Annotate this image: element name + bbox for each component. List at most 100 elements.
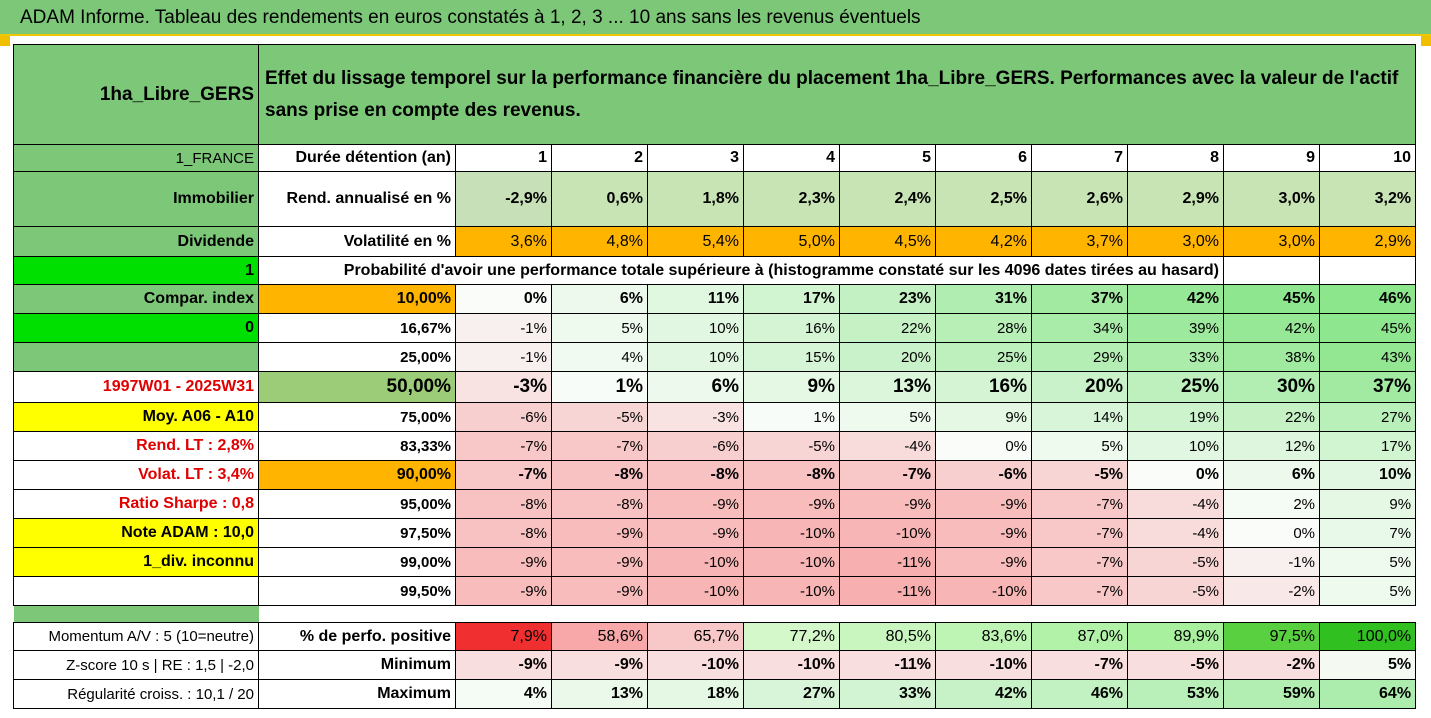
quantile-value: 38%	[1223, 342, 1320, 372]
compar-index-label: Compar. index	[13, 284, 259, 314]
quantile-value: 29%	[1031, 342, 1128, 372]
quantile-value: 12%	[1223, 431, 1320, 461]
min-value: -10%	[647, 650, 744, 680]
year-header: 1	[455, 144, 552, 172]
table-row: 1997W01 - 2025W31 50,00% -3% 1% 6% 9% 13% 16% 20…	[13, 371, 1417, 403]
quantile-value: -4%	[839, 431, 936, 461]
table-row: Ratio Sharpe : 0,8 95,00% -8% -8% -9% -9% -9% -…	[13, 489, 1417, 519]
table-row: Dividende Volatilité en % 3,6% 4,8% 5,4% 5,0%…	[13, 226, 1417, 257]
year-header: 9	[1223, 144, 1320, 172]
value-one: 1	[13, 256, 259, 285]
quantile-value: 20%	[839, 342, 936, 372]
quantile-value: -5%	[551, 402, 648, 432]
empty-cell	[1318, 256, 1417, 285]
dividend-label: Dividende	[13, 226, 259, 257]
table-row: Momentum A/V : 5 (10=neutre)% de perfo. …	[13, 622, 1417, 651]
quantile-value: -7%	[1031, 518, 1128, 548]
momentum-label: Momentum A/V : 5 (10=neutre)	[13, 622, 259, 651]
quantile-value: -1%	[455, 313, 552, 343]
min-value: -5%	[1127, 650, 1224, 680]
note-label: Note ADAM : 10,0	[13, 518, 259, 548]
max-value: 18%	[647, 679, 744, 709]
period-label: 1997W01 - 2025W31	[13, 371, 259, 403]
quantile-value: 0%	[1223, 518, 1320, 548]
empty-cell	[13, 576, 259, 606]
min-value: 5%	[1318, 650, 1417, 680]
year-header: 3	[647, 144, 744, 172]
quantile-value: -5%	[1127, 547, 1224, 577]
quantile-value: 30%	[1223, 371, 1320, 403]
quantile-value: -4%	[1127, 518, 1224, 548]
quantile-value: 31%	[935, 284, 1032, 314]
quantile-value: 43%	[1318, 342, 1417, 372]
year-header: 5	[839, 144, 936, 172]
quantile-value: 0%	[455, 284, 552, 314]
max-value: 33%	[839, 679, 936, 709]
quantile-value: 6%	[1223, 460, 1320, 490]
min-value: -10%	[935, 650, 1032, 680]
title-bar: ADAM Informe. Tableau des rendements en …	[0, 0, 1431, 36]
max-value: 27%	[743, 679, 840, 709]
rend-value: -2,9%	[455, 171, 552, 227]
table-row	[13, 605, 1416, 623]
quantile-value: 22%	[839, 313, 936, 343]
vol-value: 5,4%	[647, 226, 744, 257]
quantile-value: -6%	[935, 460, 1032, 490]
pos-value: 87,0%	[1031, 622, 1128, 651]
description: Effet du lissage temporel sur la perform…	[257, 44, 1417, 145]
quantile-value: 5%	[1318, 576, 1417, 606]
quantile-value: 2%	[1223, 489, 1320, 519]
quantile-value: -7%	[551, 431, 648, 461]
quantile-value: 22%	[1223, 402, 1320, 432]
quantile-value: 10%	[1127, 431, 1224, 461]
asset-name: 1ha_Libre_GERS	[13, 44, 259, 145]
year-header: 7	[1031, 144, 1128, 172]
year-header: 4	[743, 144, 840, 172]
quantile-value: 37%	[1031, 284, 1128, 314]
quantile-value: 34%	[1031, 313, 1128, 343]
pos-value: 89,9%	[1127, 622, 1224, 651]
table-row: Moy. A06 - A10 75,00% -6% -5% -3% 1% 5% 9% 14% 19…	[13, 402, 1417, 432]
quantile-value: 11%	[647, 284, 744, 314]
quantile-value: 1%	[743, 402, 840, 432]
quantile-value: -2%	[1223, 576, 1320, 606]
report-title: ADAM Informe. Tableau des rendements en …	[20, 7, 921, 28]
max-value: 13%	[551, 679, 648, 709]
quantile-value: 25%	[1127, 371, 1224, 403]
quantile-value: -7%	[455, 460, 552, 490]
quantile-value: 1%	[551, 371, 648, 403]
value-zero: 0	[13, 313, 259, 343]
table-row: 1_FRANCE Durée détention (an) 1 2 3 4 5 6 7 8 9 10	[13, 144, 1417, 172]
quantile-value: -10%	[647, 576, 744, 606]
rend-value: 3,0%	[1223, 171, 1320, 227]
quantile-value: -1%	[1223, 547, 1320, 577]
quantile-value: -9%	[839, 489, 936, 519]
table-row: Note ADAM : 10,0 97,50% -8% -9% -9% -10% -10% -…	[13, 518, 1417, 548]
year-header: 2	[551, 144, 648, 172]
quantile-value: 7%	[1318, 518, 1417, 548]
min-label: Minimum	[258, 650, 456, 680]
spacer-cell	[13, 605, 259, 623]
pos-value: 100,0%	[1318, 622, 1417, 651]
spacer-cell	[259, 606, 1416, 623]
div-label: 1_div. inconnu	[13, 547, 259, 577]
max-value: 64%	[1318, 679, 1417, 709]
quantile-value: 10%	[647, 342, 744, 372]
quantile-value: -9%	[455, 576, 552, 606]
pos-value: 58,6%	[551, 622, 648, 651]
category-label: Immobilier	[13, 171, 259, 227]
quantile-value: -7%	[1031, 547, 1128, 577]
min-value: -2%	[1223, 650, 1320, 680]
quantile-value: -9%	[743, 489, 840, 519]
quantile-value: 17%	[743, 284, 840, 314]
rend-value: 3,2%	[1318, 171, 1417, 227]
quantile-value: -3%	[647, 402, 744, 432]
vol-value: 4,5%	[839, 226, 936, 257]
rend-value: 2,6%	[1031, 171, 1128, 227]
quantile-value: -9%	[935, 547, 1032, 577]
quantile-value: 9%	[935, 402, 1032, 432]
pos-value: 83,6%	[935, 622, 1032, 651]
quantile-value: 9%	[1318, 489, 1417, 519]
quantile-value: 16%	[743, 313, 840, 343]
quantile-value: -6%	[647, 431, 744, 461]
